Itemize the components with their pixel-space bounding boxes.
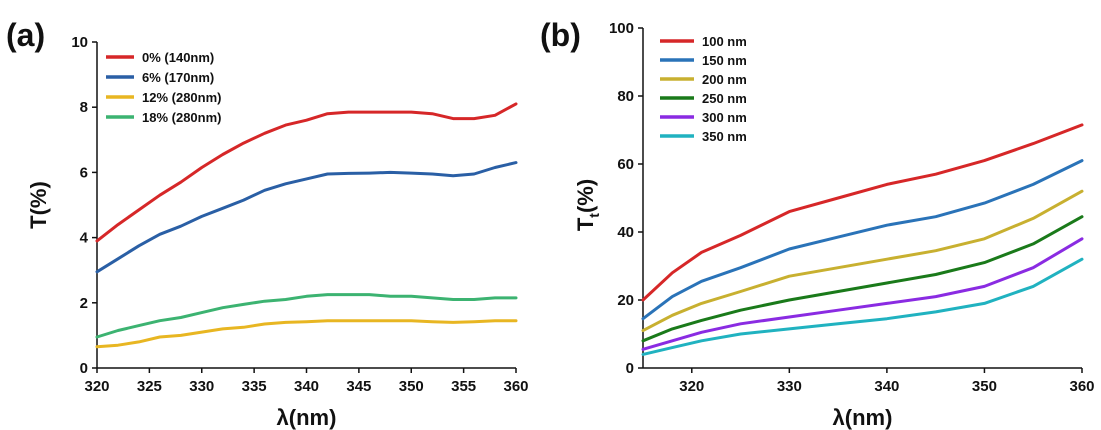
legend: 100 nm 150 nm 200 nm 250 nm 300 nm 350 nm bbox=[660, 34, 747, 144]
legend-entry: 12% (280nm) bbox=[142, 90, 221, 105]
x-tick-label: 335 bbox=[242, 378, 267, 395]
x-tick-label: 340 bbox=[874, 378, 899, 395]
y-axis-title: T(%) bbox=[26, 181, 51, 229]
y-tick-label: 8 bbox=[80, 99, 88, 116]
y-tick-label: 0 bbox=[626, 360, 634, 377]
series-line-2 bbox=[95, 319, 518, 349]
x-tick-label: 320 bbox=[679, 378, 704, 395]
x-tick-label: 360 bbox=[503, 378, 528, 395]
legend-entry: 250 nm bbox=[702, 91, 747, 106]
y-tick-label: 0 bbox=[80, 360, 88, 377]
y-tick-label: 20 bbox=[617, 292, 634, 309]
x-tick-label: 350 bbox=[399, 378, 424, 395]
panel-a-chart: 320 325 330 335 340 345 350 355 360 0 2 4 6 8 10 (a) λ(n… bbox=[6, 17, 529, 430]
y-tick-label: 80 bbox=[617, 88, 634, 105]
y-tick-label: 6 bbox=[80, 164, 88, 181]
legend-entry: 0% (140nm) bbox=[142, 50, 214, 65]
legend-entry: 100 nm bbox=[702, 34, 747, 49]
x-axis-title: λ(nm) bbox=[833, 405, 893, 430]
series-line-3 bbox=[95, 293, 518, 339]
series-line-5 bbox=[641, 257, 1084, 356]
series-line-0 bbox=[641, 123, 1084, 302]
legend-entry: 150 nm bbox=[702, 53, 747, 68]
y-tick-label: 100 bbox=[609, 20, 634, 37]
x-tick-label: 325 bbox=[137, 378, 162, 395]
x-tick-label: 350 bbox=[972, 378, 997, 395]
y-tick-label: 40 bbox=[617, 224, 634, 241]
panel-b-chart: 320 330 340 350 360 0 20 40 60 80 100 (b) λ(nm) Tt(%)… bbox=[540, 17, 1095, 430]
y-axis-title: Tt(%) bbox=[573, 179, 602, 231]
panel-label: (a) bbox=[6, 17, 45, 53]
series-line-0 bbox=[95, 102, 518, 243]
x-tick-label: 355 bbox=[451, 378, 476, 395]
series-line-4 bbox=[641, 237, 1084, 351]
x-tick-label: 330 bbox=[189, 378, 214, 395]
x-tick-label: 345 bbox=[346, 378, 371, 395]
series-line-1 bbox=[641, 159, 1084, 321]
x-tick-label: 330 bbox=[777, 378, 802, 395]
series-line-3 bbox=[641, 215, 1084, 343]
x-tick-label: 320 bbox=[84, 378, 109, 395]
legend-entry: 18% (280nm) bbox=[142, 110, 221, 125]
panel-label: (b) bbox=[540, 17, 581, 53]
legend: 0% (140nm) 6% (170nm) 12% (280nm) 18% (280n… bbox=[106, 50, 221, 125]
x-axis-title: λ(nm) bbox=[277, 405, 337, 430]
series-line-2 bbox=[641, 189, 1084, 333]
x-tick-label: 360 bbox=[1069, 378, 1094, 395]
legend-entry: 6% (170nm) bbox=[142, 70, 214, 85]
y-tick-label: 2 bbox=[80, 295, 88, 312]
legend-entry: 350 nm bbox=[702, 129, 747, 144]
y-tick-label: 10 bbox=[71, 34, 88, 51]
legend-entry: 300 nm bbox=[702, 110, 747, 125]
y-tick-label: 4 bbox=[80, 230, 89, 247]
legend-entry: 200 nm bbox=[702, 72, 747, 87]
x-tick-label: 340 bbox=[294, 378, 319, 395]
y-tick-label: 60 bbox=[617, 156, 634, 173]
series-line-1 bbox=[95, 161, 518, 274]
